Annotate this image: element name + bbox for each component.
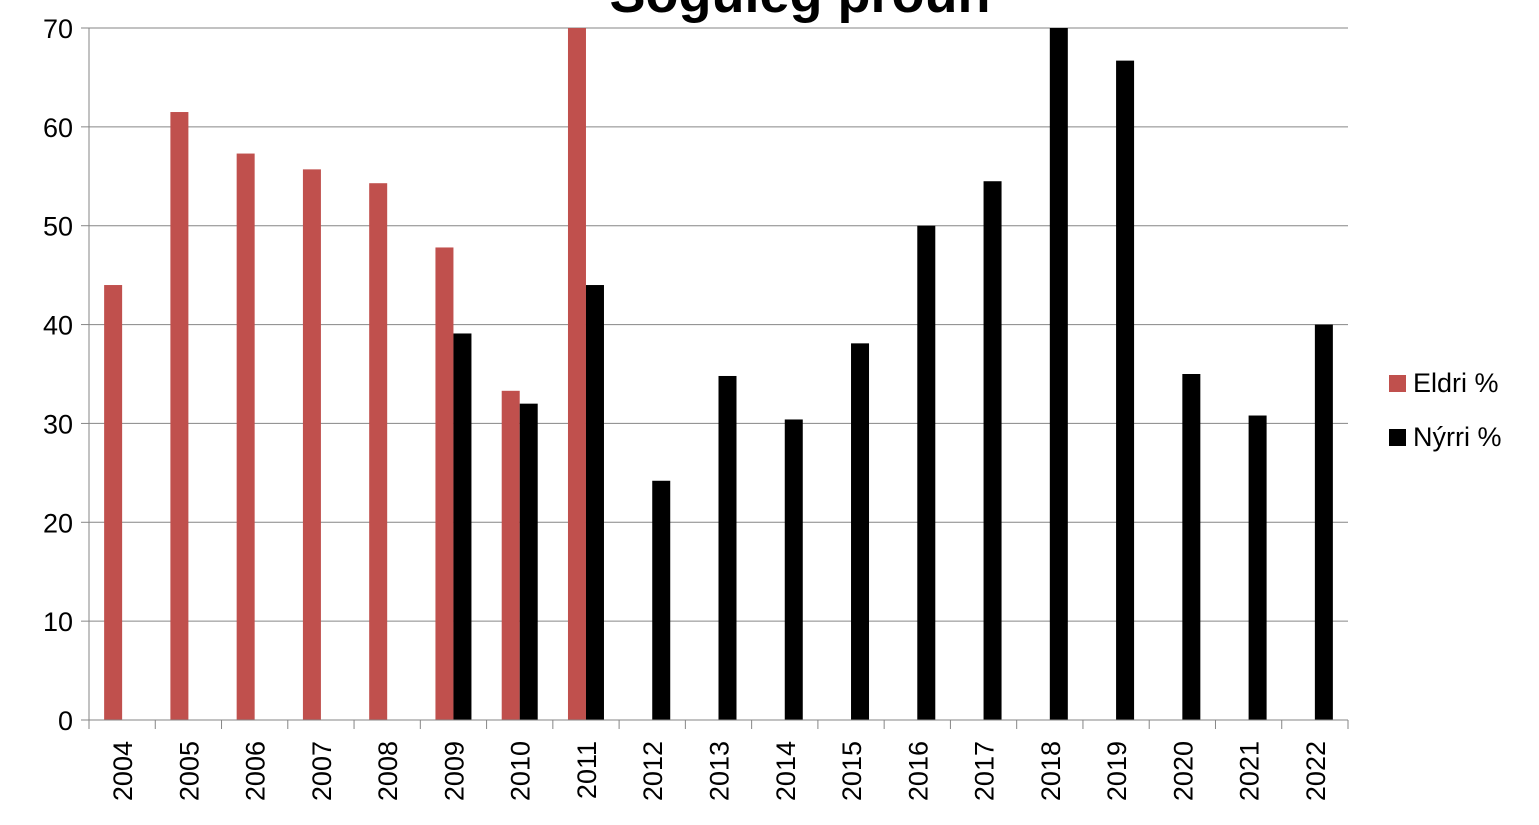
bar-eldri-2007 [302,169,321,720]
bar-n-rri-2010 [519,403,538,720]
x-tick-label: 2018 [1036,741,1066,801]
x-tick-label: 2012 [638,741,668,801]
bar-n-rri-2020 [1182,374,1201,720]
y-tick-label: 0 [58,706,73,736]
x-tick-label: 2014 [771,741,801,801]
bar-n-rri-2022 [1314,324,1333,720]
bar-n-rri-2016 [917,225,936,720]
x-tick-label: 2019 [1102,741,1132,801]
x-tick-label: 2007 [307,741,337,801]
bar-eldri-2005 [170,112,189,721]
x-tick-label: 2013 [705,741,735,801]
x-tick-label: 2004 [108,741,138,801]
bar-eldri-2008 [369,183,388,721]
bar-n-rri-2018 [1049,28,1068,720]
axes [81,27,1349,729]
y-tick-labels: 0 10 20 30 40 50 60 70 [43,14,73,736]
y-tick-label: 50 [43,212,73,242]
x-tick-label: 2011 [572,741,602,799]
x-tick-label: 2022 [1301,741,1331,801]
chart-title: Söguleg þróun [610,0,991,24]
bar-n-rri-2011 [585,285,604,720]
x-tick-label: 2015 [837,741,867,801]
x-tick-label: 2016 [903,741,933,801]
bar-n-rri-2014 [784,419,803,720]
bar-eldri-2004 [104,285,123,720]
bar-n-rri-2017 [983,181,1002,720]
x-tick-label: 2005 [174,741,204,801]
y-tick-label: 70 [43,14,73,44]
y-tick-label: 60 [43,113,73,143]
legend-swatch [1389,375,1406,392]
bar-eldri-2010 [501,390,520,720]
legend-label: Eldri % [1413,368,1499,398]
bar-n-rri-2019 [1116,60,1135,720]
legend: Eldri % Nýrri % [1389,368,1502,452]
y-tick-label: 20 [43,508,73,538]
x-tick-label: 2021 [1235,741,1265,801]
x-tick-label: 2020 [1168,741,1198,801]
y-tick-label: 40 [43,311,73,341]
bar-eldri-2011 [567,28,586,720]
legend-swatch [1389,429,1406,446]
bar-n-rri-2021 [1248,415,1267,720]
x-tick-label: 2010 [506,741,536,801]
x-tick-label: 2008 [373,741,403,801]
y-tick-label: 30 [43,409,73,439]
x-tick-label: 2009 [439,741,469,801]
bar-n-rri-2009 [453,333,472,720]
bar-eldri-2006 [236,153,255,720]
bar-n-rri-2015 [851,343,870,720]
x-tick-label: 2006 [241,741,271,801]
y-tick-label: 10 [43,607,73,637]
x-tick-labels: 2004 2005 2006 2007 2008 2009 2010 2011 2012 2013… [108,741,1331,801]
legend-label: Nýrri % [1413,422,1502,452]
bar-n-rri-2012 [652,480,671,720]
bars [104,28,1333,721]
bar-eldri-2009 [435,247,454,720]
bar-n-rri-2013 [718,375,737,720]
x-tick-label: 2017 [970,741,1000,801]
